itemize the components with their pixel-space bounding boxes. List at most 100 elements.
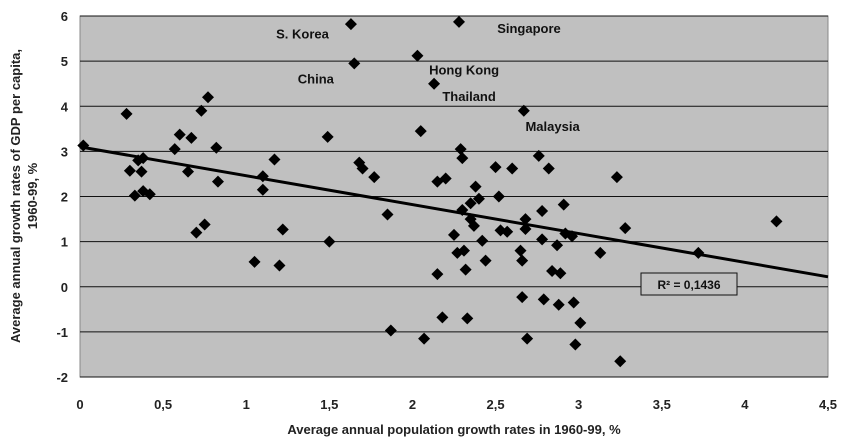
x-tick-label: 4,5 [819, 397, 837, 412]
y-tick-label: 6 [61, 9, 68, 24]
data-point [173, 128, 186, 141]
y-tick-label: 4 [61, 99, 69, 114]
data-point [321, 130, 334, 143]
data-point [356, 162, 369, 175]
data-point [461, 312, 474, 325]
x-tick-label: 1 [243, 397, 250, 412]
r-squared-box: R² = 0,1436 [640, 272, 738, 296]
y-tick-label: -2 [56, 370, 68, 385]
x-tick-label: 3,5 [653, 397, 671, 412]
country-annotation: China [298, 72, 335, 87]
data-point [248, 255, 261, 268]
data-point [268, 153, 281, 166]
data-point [501, 225, 514, 238]
country-annotation: Thailand [442, 89, 496, 104]
data-point [516, 291, 529, 304]
data-point [452, 15, 465, 28]
data-point [619, 222, 632, 235]
data-point [77, 139, 90, 152]
y-tick-label: 0 [61, 280, 68, 295]
r-squared-label: R² = 0,1436 [657, 278, 720, 292]
x-tick-label: 4 [741, 397, 749, 412]
data-point [492, 190, 505, 203]
country-annotation: Malaysia [525, 119, 580, 134]
data-point [323, 235, 336, 248]
data-point [610, 171, 623, 184]
data-point [439, 172, 452, 185]
data-point [256, 170, 269, 183]
x-tick-label: 2 [409, 397, 416, 412]
country-annotation: Hong Kong [429, 63, 499, 78]
trendline-group [79, 145, 829, 279]
data-point [135, 165, 148, 178]
data-point [546, 264, 559, 277]
data-point [273, 259, 286, 272]
data-point [532, 149, 545, 162]
x-tick-label: 3 [575, 397, 582, 412]
data-point [128, 189, 141, 202]
data-point [414, 125, 427, 138]
data-point [201, 91, 214, 104]
data-point [574, 316, 587, 329]
data-point [143, 188, 156, 201]
data-point [557, 198, 570, 211]
data-point [428, 77, 441, 90]
data-point [459, 263, 472, 276]
x-tick-label: 2,5 [487, 397, 505, 412]
data-point [457, 244, 470, 257]
data-point [567, 296, 580, 309]
trendline [79, 145, 829, 279]
x-tick-label: 0 [76, 397, 83, 412]
data-point [472, 192, 485, 205]
data-point [454, 143, 467, 156]
gridlines [80, 15, 828, 378]
data-point [552, 298, 565, 311]
data-point [514, 244, 527, 257]
data-point [456, 152, 469, 165]
data-point [594, 246, 607, 259]
data-point [276, 223, 289, 236]
data-point [569, 338, 582, 351]
x-axis-title: Average annual population growth rates i… [287, 422, 621, 437]
data-point [448, 228, 460, 241]
data-point [516, 254, 529, 267]
data-point [566, 230, 579, 243]
y-tick-label: 1 [61, 235, 68, 250]
data-point [182, 165, 195, 178]
data-point [344, 18, 357, 31]
y-axis-title-line-1: Average annual growth rates of GDP per c… [8, 49, 23, 343]
data-point [536, 204, 549, 217]
data-point [137, 152, 150, 165]
r-squared-frame [640, 272, 738, 296]
x-tick-label: 0,5 [154, 397, 172, 412]
data-point [368, 171, 381, 184]
data-point [519, 213, 532, 226]
y-axis-title-line-2: 1960-99, % [25, 162, 40, 229]
data-point [770, 215, 783, 228]
y-tick-label: 2 [61, 190, 68, 205]
data-point [467, 219, 480, 232]
y-axis-title: Average annual growth rates of GDP per c… [8, 49, 40, 343]
annotations: S. Korea Singapore China Hong Kong Thailand M… [276, 21, 580, 134]
data-point [456, 204, 469, 217]
y-tick-label: 3 [61, 144, 68, 159]
y-tick-labels: -2 -1 0 1 2 3 4 5 6 [56, 9, 68, 385]
data-point [418, 332, 431, 345]
data-point [489, 161, 502, 174]
data-point [211, 175, 224, 188]
data-point [537, 293, 550, 306]
data-point [190, 226, 203, 239]
data-point [381, 208, 394, 221]
x-tick-labels: 0 0,5 1 1,5 2 2,5 3 3,5 4 4,5 [76, 397, 837, 412]
data-point [185, 131, 198, 144]
data-point [123, 164, 136, 177]
data-point [542, 162, 555, 175]
data-point [551, 239, 564, 252]
country-annotation: Singapore [497, 21, 561, 36]
data-point [348, 57, 361, 70]
data-point [469, 180, 482, 193]
data-point [554, 267, 567, 280]
data-point [479, 254, 492, 267]
data-points [77, 15, 783, 368]
